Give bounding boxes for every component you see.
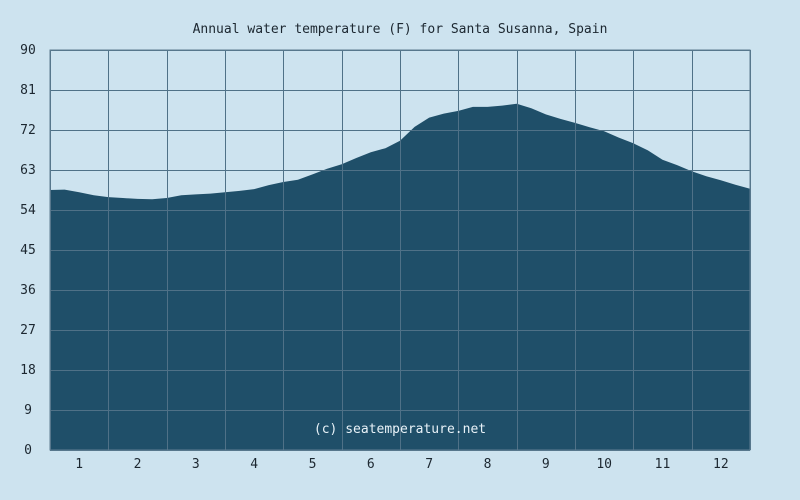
plot-border bbox=[49, 49, 751, 451]
x-tick-label: 2 bbox=[134, 457, 142, 472]
x-tick-label: 7 bbox=[425, 457, 433, 472]
x-tick-label: 12 bbox=[713, 457, 729, 472]
y-tick-label: 72 bbox=[20, 123, 36, 138]
x-tick-label: 8 bbox=[484, 457, 492, 472]
y-tick-label: 18 bbox=[20, 363, 36, 378]
y-tick-label: 54 bbox=[20, 203, 36, 218]
y-tick-label: 63 bbox=[20, 163, 36, 178]
x-tick-label: 3 bbox=[192, 457, 200, 472]
y-tick-label: 0 bbox=[24, 443, 32, 458]
chart-title: Annual water temperature (F) for Santa S… bbox=[193, 22, 608, 37]
watermark: (c) seatemperature.net bbox=[314, 422, 486, 437]
y-tick-label: 81 bbox=[20, 83, 36, 98]
x-tick-label: 5 bbox=[309, 457, 317, 472]
y-tick-label: 36 bbox=[20, 283, 36, 298]
x-tick-label: 1 bbox=[75, 457, 83, 472]
y-tick-label: 45 bbox=[20, 243, 36, 258]
x-tick-label: 11 bbox=[655, 457, 671, 472]
y-tick-label: 9 bbox=[24, 403, 32, 418]
x-tick-label: 9 bbox=[542, 457, 550, 472]
y-tick-label: 27 bbox=[20, 323, 36, 338]
x-tick-label: 10 bbox=[596, 457, 612, 472]
y-tick-label: 90 bbox=[20, 43, 36, 58]
x-axis-labels: 1 2 3 4 5 6 7 8 9 10 11 12 bbox=[75, 457, 728, 472]
x-tick-label: 6 bbox=[367, 457, 375, 472]
x-tick-label: 4 bbox=[250, 457, 258, 472]
y-axis-labels: 0 9 18 27 36 45 54 63 72 81 90 bbox=[20, 43, 36, 458]
